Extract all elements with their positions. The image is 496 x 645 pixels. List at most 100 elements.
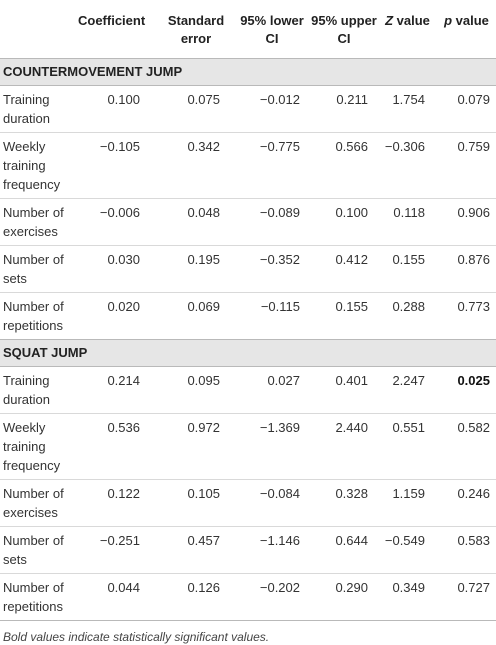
cell-lower-ci: −0.012 [259, 92, 300, 107]
table-row: Training duration 0.100 0.075 −0.012 0.211 1.… [0, 86, 496, 133]
cell-z-value: 2.247 [392, 373, 425, 388]
row-label: Number of exercises [3, 205, 64, 239]
cell-standard-error: 0.105 [187, 486, 220, 501]
cell-standard-error: 0.972 [187, 420, 220, 435]
cell-p-value: 0.727 [457, 580, 490, 595]
cell-p-value: 0.246 [457, 486, 490, 501]
cell-lower-ci: −1.369 [259, 420, 300, 435]
header-p-symbol: p [444, 13, 453, 28]
table-row: Number of exercises 0.122 0.105 −0.084 0.328… [0, 480, 496, 527]
cell-z-value: 0.118 [393, 205, 425, 220]
cell-coefficient: −0.105 [99, 139, 140, 154]
cell-coefficient: 0.030 [107, 252, 140, 267]
cell-p-value: 0.582 [457, 420, 490, 435]
cell-lower-ci: −0.089 [259, 205, 300, 220]
section-title: COUNTERMOVEMENT JUMP [0, 58, 496, 86]
cell-upper-ci: 0.290 [335, 580, 368, 595]
cell-standard-error: 0.075 [187, 92, 220, 107]
header-z-value: Z value [378, 0, 437, 59]
row-label: Number of sets [3, 252, 64, 286]
cell-upper-ci: 0.401 [335, 373, 368, 388]
cell-standard-error: 0.095 [187, 373, 220, 388]
header-standard-error: Standard error [167, 13, 225, 46]
cell-lower-ci: −1.146 [259, 533, 300, 548]
cell-z-value: 0.155 [392, 252, 425, 267]
cell-z-value: 0.288 [392, 299, 425, 314]
row-label: Weekly training frequency [3, 420, 61, 473]
cell-z-value: 0.349 [392, 580, 425, 595]
table-row: Training duration 0.214 0.095 0.027 0.401 2.2… [0, 367, 496, 414]
table-body: COUNTERMOVEMENT JUMP Training duration 0.1… [0, 58, 496, 621]
cell-coefficient: 0.122 [107, 486, 140, 501]
cell-upper-ci: 0.211 [336, 92, 368, 107]
header-lower-ci: 95% lower CI [240, 13, 304, 46]
cell-lower-ci: 0.027 [267, 373, 300, 388]
cell-lower-ci: −0.352 [259, 252, 300, 267]
results-table: Coefficient Standard error 95% lower CI … [0, 0, 496, 621]
row-label: Number of sets [3, 533, 64, 567]
cell-p-value: 0.583 [457, 533, 490, 548]
cell-z-value: 1.159 [392, 486, 425, 501]
cell-upper-ci: 0.100 [335, 205, 368, 220]
cell-p-value: 0.025 [457, 373, 490, 388]
cell-coefficient: 0.044 [107, 580, 140, 595]
table-row: Number of repetitions 0.044 0.126 −0.202 0.2… [0, 574, 496, 621]
cell-p-value: 0.773 [457, 299, 490, 314]
table-row: Weekly training frequency −0.105 0.342 −0.7… [0, 133, 496, 199]
cell-standard-error: 0.342 [187, 139, 220, 154]
cell-coefficient: 0.100 [107, 92, 140, 107]
cell-p-value: 0.876 [457, 252, 490, 267]
row-label: Number of repetitions [3, 299, 64, 333]
cell-lower-ci: −0.202 [259, 580, 300, 595]
header-label [0, 0, 78, 59]
cell-z-value: −0.306 [384, 139, 425, 154]
table-row: Number of exercises −0.006 0.048 −0.089 0.10… [0, 199, 496, 246]
cell-coefficient: 0.020 [107, 299, 140, 314]
cell-p-value: 0.079 [457, 92, 490, 107]
cell-standard-error: 0.048 [187, 205, 220, 220]
table-footnote: Bold values indicate statistically signi… [3, 630, 270, 644]
cell-coefficient: −0.251 [99, 533, 140, 548]
section-header-row: COUNTERMOVEMENT JUMP [0, 58, 496, 86]
cell-lower-ci: −0.115 [260, 299, 300, 314]
cell-standard-error: 0.195 [187, 252, 220, 267]
cell-p-value: 0.906 [457, 205, 490, 220]
row-label: Training duration [3, 92, 50, 126]
header-coefficient: Coefficient [78, 13, 146, 28]
cell-standard-error: 0.126 [187, 580, 220, 595]
cell-upper-ci: 0.412 [335, 252, 368, 267]
cell-upper-ci: 2.440 [335, 420, 368, 435]
cell-lower-ci: −0.084 [259, 486, 300, 501]
cell-lower-ci: −0.775 [259, 139, 300, 154]
row-label: Training duration [3, 373, 50, 407]
cell-upper-ci: 0.566 [335, 139, 368, 154]
row-label: Number of repetitions [3, 580, 64, 614]
table-row: Weekly training frequency 0.536 0.972 −1.36… [0, 414, 496, 480]
cell-z-value: −0.549 [384, 533, 425, 548]
section-title: SQUAT JUMP [0, 339, 496, 367]
cell-p-value: 0.759 [457, 139, 490, 154]
cell-z-value: 1.754 [392, 92, 425, 107]
cell-coefficient: 0.536 [107, 420, 140, 435]
cell-coefficient: 0.214 [107, 373, 140, 388]
table-row: Number of repetitions 0.020 0.069 −0.115 0.1… [0, 293, 496, 340]
header-upper-ci: 95% upper CI [311, 13, 377, 46]
row-label: Weekly training frequency [3, 139, 61, 192]
cell-coefficient: −0.006 [99, 205, 140, 220]
row-label: Number of exercises [3, 486, 64, 520]
cell-z-value: 0.551 [392, 420, 425, 435]
cell-upper-ci: 0.644 [335, 533, 368, 548]
cell-standard-error: 0.069 [187, 299, 220, 314]
header-z-rest: value [393, 13, 430, 28]
header-z-symbol: Z [385, 13, 394, 28]
header-p-rest: value [452, 13, 489, 28]
cell-standard-error: 0.457 [187, 533, 220, 548]
section-header-row: SQUAT JUMP [0, 339, 496, 367]
table-row: Number of sets −0.251 0.457 −1.146 0.644 −0.5… [0, 527, 496, 574]
cell-upper-ci: 0.155 [335, 299, 368, 314]
table-row: Number of sets 0.030 0.195 −0.352 0.412 0.155… [0, 246, 496, 293]
header-row: Coefficient Standard error 95% lower CI … [0, 0, 496, 59]
header-p-value: p value [437, 0, 496, 59]
cell-upper-ci: 0.328 [335, 486, 368, 501]
